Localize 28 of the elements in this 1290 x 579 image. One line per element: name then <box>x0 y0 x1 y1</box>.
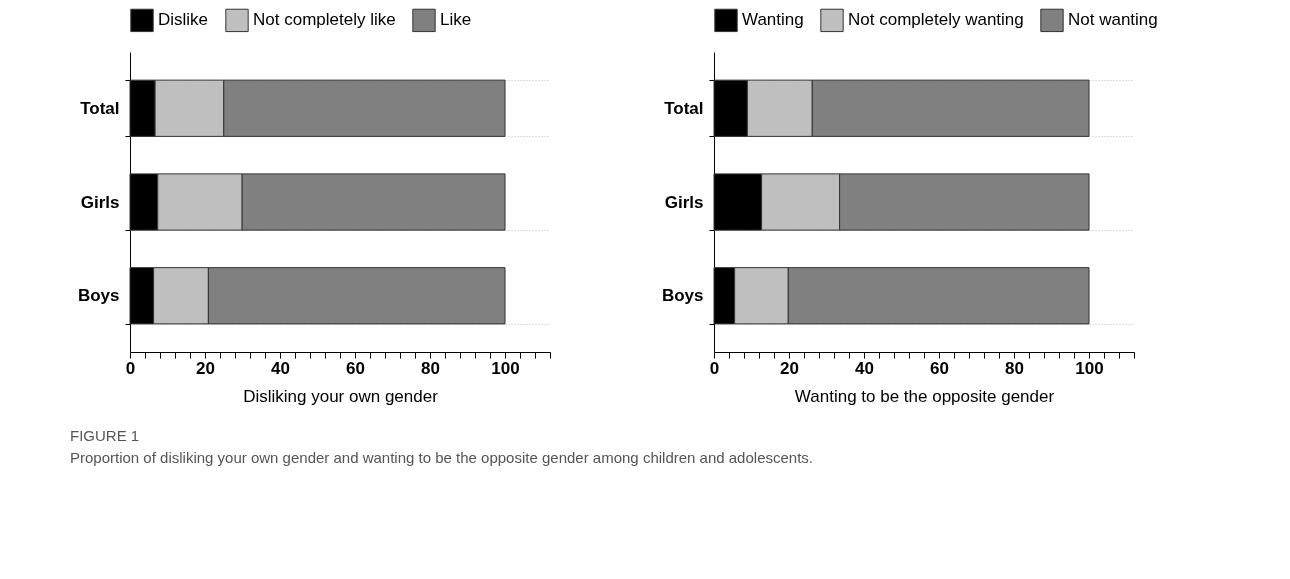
x-axis-title: Wanting to be the opposite gender <box>794 386 1055 406</box>
caption: FIGURE 1 <box>70 427 140 444</box>
legend-label: Like <box>440 10 472 30</box>
x-tick-label: 80 <box>421 358 440 378</box>
y-tick-label: Boys <box>661 286 704 306</box>
x-tick-label: 80 <box>1005 358 1024 378</box>
legend-label: Not completely like <box>253 10 396 30</box>
x-tick-label: 40 <box>855 358 874 378</box>
x-axis-title: Disliking your own gender <box>243 386 439 406</box>
x-tick-label: 60 <box>346 358 365 378</box>
legend-label: Not wanting <box>1068 10 1158 30</box>
y-tick-label: Total <box>80 98 120 118</box>
x-tick-label: 60 <box>930 358 949 378</box>
x-tick-label: 0 <box>125 358 136 378</box>
y-tick-label: Total <box>664 98 704 118</box>
x-tick-label: 20 <box>780 358 799 378</box>
legend-label: Dislike <box>158 10 209 30</box>
x-tick-label: 100 <box>491 358 520 378</box>
text: Proportion of disliking your own gender and wanting to be the opposite gender among children and adolescents. <box>70 449 813 466</box>
y-tick-label: Girls <box>80 192 120 212</box>
x-tick-label: 100 <box>1075 358 1104 378</box>
legend-label: Not completely wanting <box>848 10 1024 30</box>
x-tick-label: 20 <box>196 358 215 378</box>
y-tick-label: Boys <box>77 286 120 306</box>
text: Wanting <box>742 10 804 30</box>
x-tick-label: 40 <box>271 358 290 378</box>
x-tick-label: 0 <box>709 358 720 378</box>
y-tick-label: Girls <box>664 192 704 212</box>
